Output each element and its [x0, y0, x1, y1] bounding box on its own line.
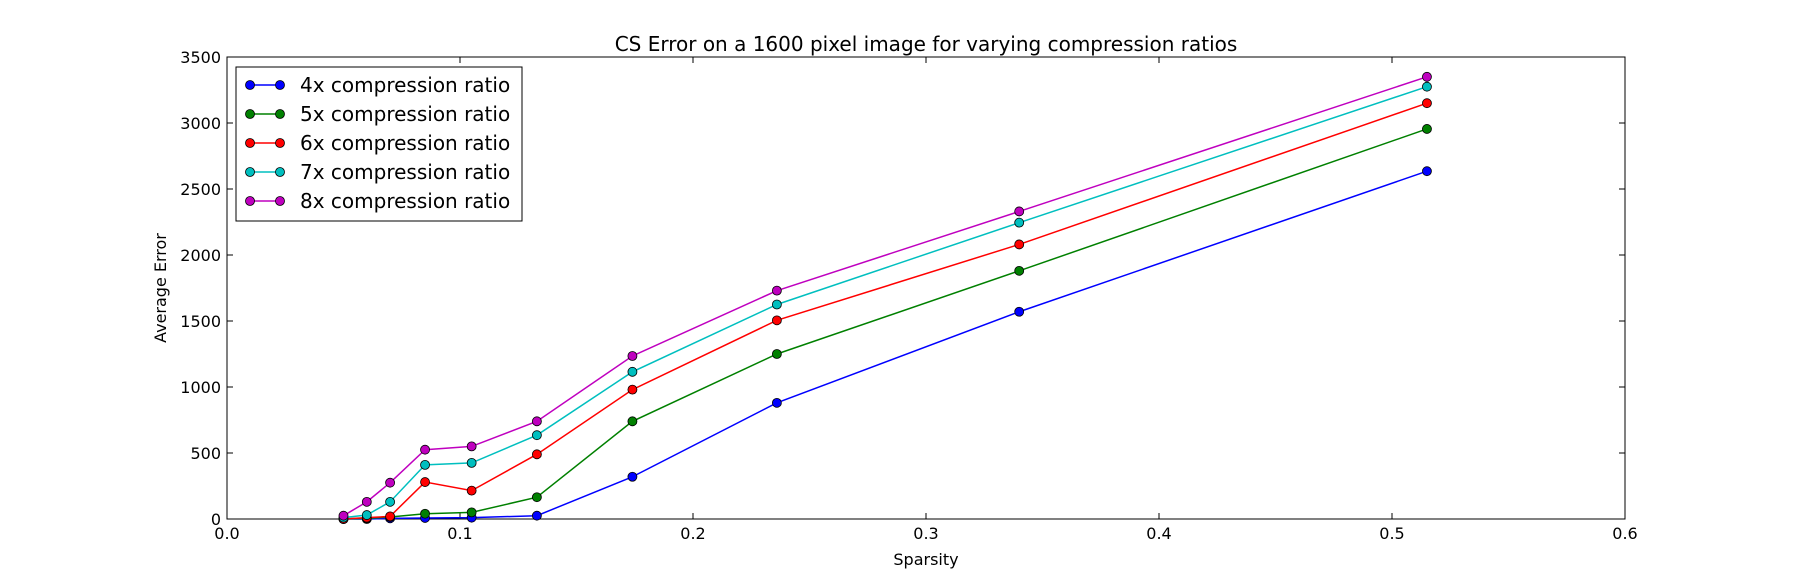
- data-point: [771, 285, 782, 296]
- legend-marker: [275, 109, 285, 119]
- data-point: [1422, 81, 1432, 92]
- data-point: [420, 444, 430, 455]
- x-tick-label: 0.4: [1146, 524, 1171, 543]
- y-axis-label: Average Error: [151, 233, 170, 343]
- y-tick-label: 0: [211, 510, 221, 529]
- data-point: [771, 315, 782, 326]
- y-tick-label: 1000: [180, 378, 221, 397]
- data-point: [771, 397, 782, 408]
- y-tick-label: 1500: [180, 312, 221, 331]
- x-axis-label: Sparsity: [893, 550, 958, 569]
- data-point: [531, 492, 542, 503]
- data-point: [361, 496, 372, 507]
- data-point: [361, 510, 372, 520]
- legend-item: 7x compression ratio: [245, 160, 510, 184]
- legend-item: 5x compression ratio: [245, 102, 510, 126]
- legend-marker: [275, 80, 285, 90]
- data-point: [627, 366, 638, 377]
- y-tick-label: 2000: [180, 246, 221, 265]
- data-point: [1422, 124, 1432, 134]
- data-point: [420, 477, 430, 487]
- data-point: [385, 511, 396, 522]
- data-point: [771, 349, 782, 359]
- x-tick-label: 0.0: [214, 524, 239, 543]
- legend-marker: [245, 138, 255, 148]
- data-point: [1014, 306, 1025, 317]
- data-point: [627, 384, 638, 395]
- y-tick-label: 3500: [180, 48, 221, 67]
- data-point: [420, 508, 430, 519]
- data-point: [627, 351, 638, 361]
- data-point: [1422, 71, 1432, 82]
- legend-marker: [245, 109, 255, 119]
- legend: 4x compression ratio 5x compression ratio…: [235, 66, 523, 222]
- data-point: [385, 496, 396, 507]
- legend-label: 7x compression ratio: [300, 160, 510, 184]
- data-point: [1422, 166, 1432, 177]
- data-point: [338, 510, 349, 521]
- data-point: [627, 416, 638, 427]
- legend-marker: [245, 167, 255, 177]
- series-8x: [338, 71, 1432, 521]
- x-tick-label: 0.3: [913, 524, 938, 543]
- legend-marker: [275, 138, 285, 148]
- series-line: [343, 170, 1428, 520]
- x-tick-label: 0.1: [447, 524, 472, 543]
- legend-item: 4x compression ratio: [245, 73, 510, 97]
- legend-marker: [275, 196, 285, 206]
- data-point: [466, 457, 477, 468]
- data-point: [466, 441, 477, 452]
- chart-title: CS Error on a 1600 pixel image for varyi…: [615, 32, 1238, 56]
- data-point: [1422, 98, 1432, 109]
- legend-marker: [275, 167, 285, 177]
- data-point: [466, 485, 477, 496]
- y-tick-label: 3000: [180, 114, 221, 133]
- axes: 0.0 0.1 0.2 0.3 0.4 0.5 0.6 0 500 1000 1500 2000 250…: [180, 48, 1637, 543]
- series-lines: [338, 71, 1432, 524]
- data-point: [466, 507, 477, 518]
- data-point: [531, 449, 542, 460]
- data-point: [771, 299, 782, 310]
- x-tick-label: 0.2: [680, 524, 705, 543]
- y-tick-label: 500: [190, 444, 221, 463]
- series-line: [343, 85, 1428, 519]
- series-line: [343, 102, 1428, 520]
- data-point: [1014, 217, 1025, 228]
- series-line: [343, 76, 1428, 517]
- legend-label: 4x compression ratio: [300, 73, 510, 97]
- legend-item: 8x compression ratio: [245, 189, 510, 213]
- data-point: [627, 471, 638, 482]
- legend-label: 8x compression ratio: [300, 189, 510, 213]
- data-point: [531, 416, 542, 427]
- legend-item: 6x compression ratio: [245, 131, 510, 155]
- legend-label: 6x compression ratio: [300, 131, 510, 155]
- x-tick-label: 0.5: [1379, 524, 1404, 543]
- x-tick-label: 0.6: [1612, 524, 1637, 543]
- legend-label: 5x compression ratio: [300, 102, 510, 126]
- data-point: [385, 477, 396, 488]
- y-tick-label: 2500: [180, 180, 221, 199]
- data-point: [1014, 265, 1025, 276]
- data-point: [531, 430, 542, 441]
- data-point: [1014, 206, 1025, 217]
- legend-marker: [245, 196, 255, 206]
- data-point: [1014, 239, 1025, 250]
- legend-marker: [245, 80, 255, 90]
- data-point: [420, 459, 430, 470]
- series-7x: [338, 81, 1432, 523]
- data-point: [531, 510, 542, 521]
